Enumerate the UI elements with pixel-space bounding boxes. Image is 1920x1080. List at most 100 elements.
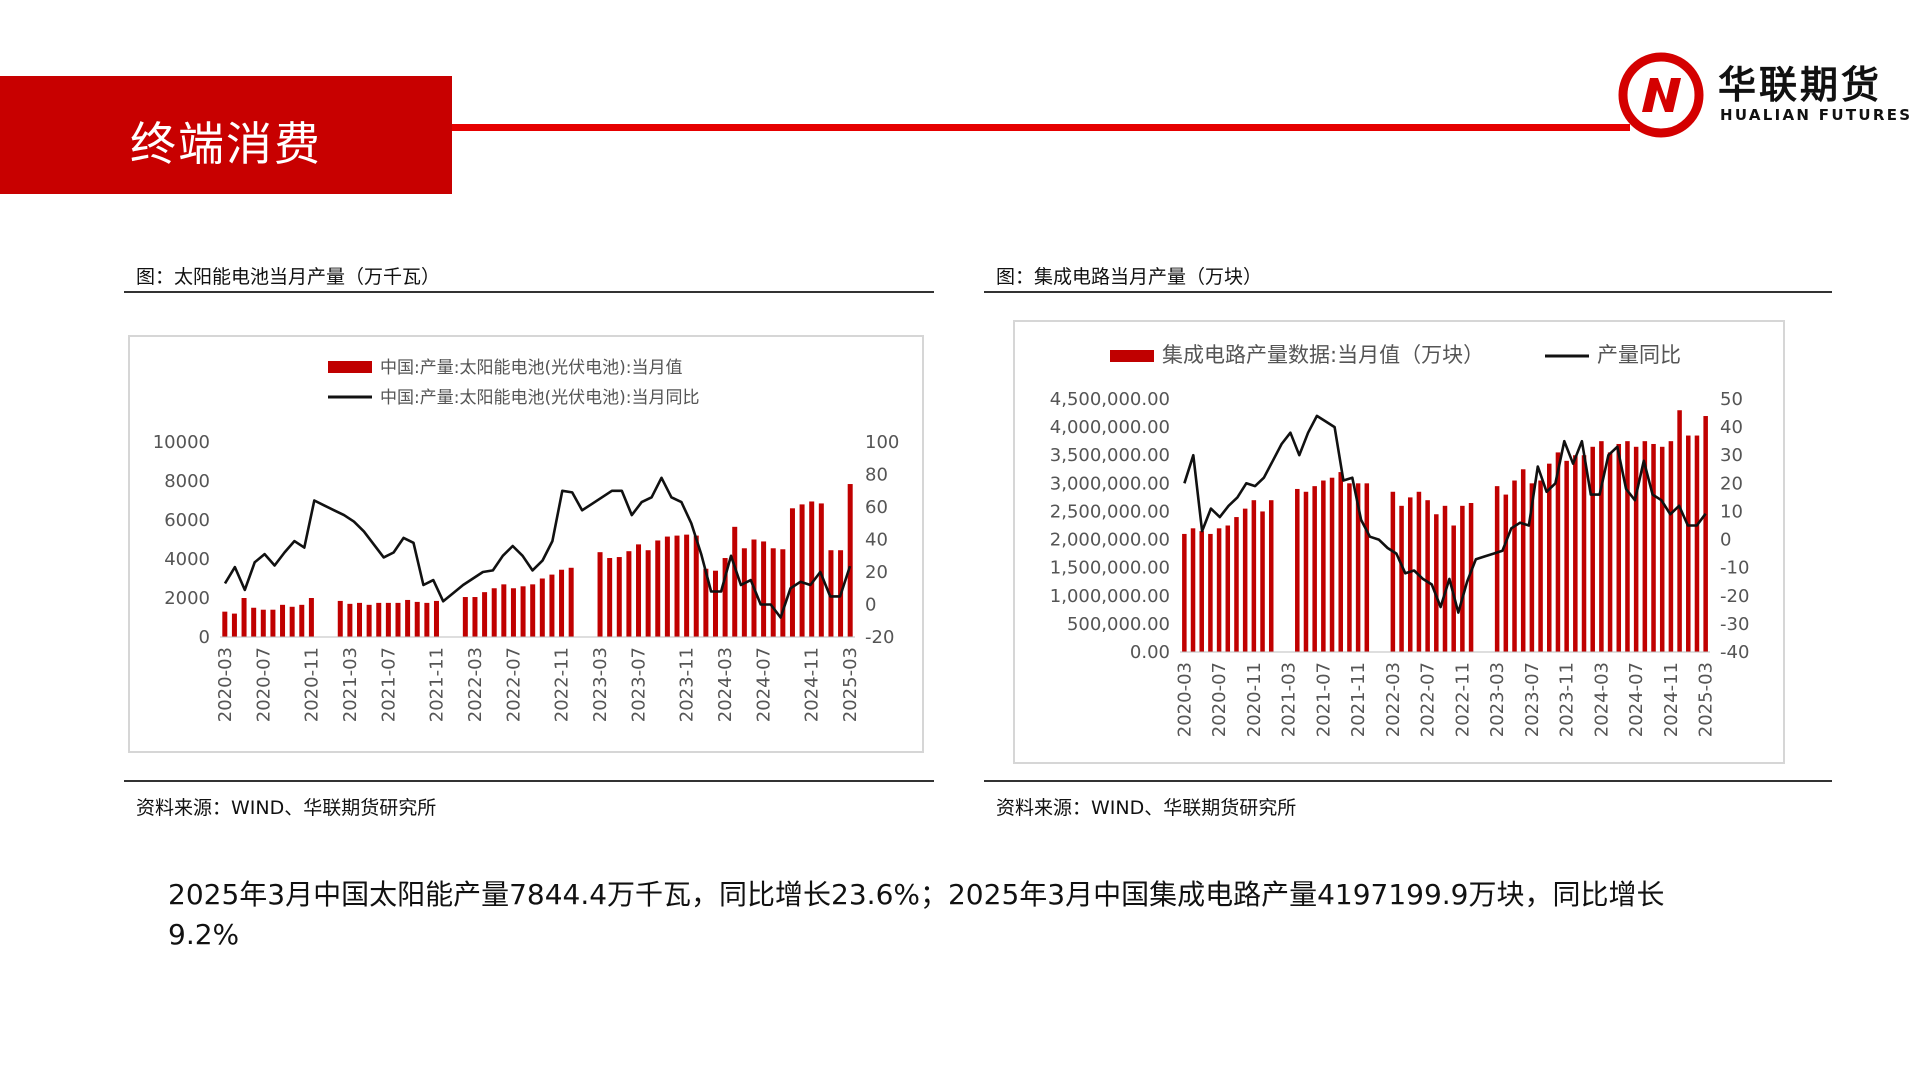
- hualian-logo-icon: [1618, 52, 1704, 138]
- y-right-tick-label: -20: [1720, 586, 1749, 607]
- logo-english-name: HUALIAN FUTURES: [1720, 106, 1913, 124]
- y-left-tick-label: 4,500,000.00: [1050, 389, 1170, 410]
- bar-mark: [1538, 480, 1543, 652]
- bar-mark: [289, 606, 295, 637]
- bar-mark: [1407, 497, 1413, 652]
- bar-mark: [299, 604, 305, 637]
- y-left-tick-label: 1,500,000.00: [1050, 558, 1170, 579]
- x-tick-label: 2024-11: [1661, 662, 1682, 737]
- y-right-tick-label: 0: [1720, 530, 1731, 551]
- legend-line-label: 中国:产量:太阳能电池(光伏电池):当月同比: [380, 388, 699, 408]
- y-left-tick-label: 4000: [164, 549, 210, 570]
- bar-mark: [462, 597, 468, 637]
- bar-mark: [1555, 452, 1561, 652]
- y-right-tick-label: -20: [865, 627, 894, 648]
- left-chart-title: 图：太阳能电池当月产量（万千瓦）: [136, 266, 441, 288]
- bar-mark: [1547, 463, 1552, 652]
- title-divider: [452, 124, 1630, 131]
- bar-mark: [1607, 452, 1613, 652]
- x-tick-label: 2023-03: [590, 647, 611, 722]
- bar-mark: [1686, 435, 1691, 652]
- bar-mark: [491, 588, 497, 637]
- y-right-tick-label: -10: [1720, 558, 1749, 579]
- bar-mark: [664, 536, 670, 637]
- y-left-tick-label: 10000: [153, 432, 210, 453]
- bar-mark: [559, 569, 565, 637]
- x-tick-label: 2022-07: [1418, 662, 1439, 737]
- y-left-tick-label: 3,500,000.00: [1050, 445, 1170, 466]
- bar-mark: [1590, 446, 1595, 652]
- bar-mark: [241, 598, 247, 637]
- bar-mark: [607, 558, 613, 637]
- bar-mark: [424, 602, 430, 637]
- bar-mark: [1225, 525, 1231, 652]
- bar-mark: [616, 557, 622, 637]
- x-tick-label: 2023-11: [1557, 662, 1578, 737]
- logo-chinese-name: 华联期货: [1718, 63, 1883, 107]
- bar-mark: [645, 550, 651, 637]
- bar-mark: [626, 551, 632, 637]
- bar-mark: [1651, 443, 1656, 652]
- x-tick-label: 2024-03: [715, 647, 736, 722]
- bar-mark: [1451, 525, 1456, 652]
- x-tick-label: 2024-07: [1626, 662, 1647, 737]
- yoy-line: [223, 476, 852, 619]
- bar-mark: [1512, 480, 1517, 652]
- legend-bar-swatch: [1110, 350, 1154, 362]
- x-tick-label: 2022-03: [1383, 662, 1404, 737]
- bar-mark: [1616, 443, 1622, 652]
- bar-mark: [1295, 488, 1300, 652]
- left-chart-frame: 中国:产量:太阳能电池(光伏电池):当月值 中国:产量:太阳能电池(光伏电池):当…: [128, 335, 924, 753]
- right-title-rule: [984, 291, 1832, 293]
- bar-mark: [1364, 483, 1370, 652]
- right-source-rule: [984, 780, 1832, 782]
- y-right-tick-label: 40: [1720, 417, 1743, 438]
- left-title-rule: [124, 291, 934, 293]
- bar-mark: [1416, 491, 1422, 652]
- y-right-tick-label: -40: [1720, 642, 1749, 663]
- bar-mark: [1234, 517, 1239, 652]
- bar-mark: [1321, 480, 1326, 652]
- bar-mark: [280, 604, 286, 637]
- x-tick-label: 2020-07: [1209, 662, 1230, 737]
- bar-mark: [395, 602, 401, 637]
- x-tick-label: 2021-07: [1313, 662, 1334, 737]
- bar-mark: [828, 550, 834, 637]
- y-right-tick-label: -30: [1720, 614, 1749, 635]
- x-tick-label: 2021-11: [1348, 662, 1369, 737]
- bar-mark: [1529, 483, 1535, 652]
- y-right-tick-label: 100: [865, 432, 899, 453]
- bar-mark: [1303, 491, 1309, 652]
- bar-mark: [1494, 486, 1500, 652]
- bar-mark: [1573, 455, 1578, 652]
- y-right-tick-label: 20: [865, 562, 888, 583]
- yoy-line: [1183, 414, 1707, 614]
- x-tick-label: 2025-03: [1696, 662, 1717, 737]
- bar-mark: [1460, 505, 1465, 652]
- bar-mark: [433, 600, 439, 637]
- bar-mark: [655, 540, 661, 637]
- solar-chart: 中国:产量:太阳能电池(光伏电池):当月值中国:产量:太阳能电池(光伏电池):当…: [153, 358, 900, 722]
- bar-mark: [1677, 410, 1682, 652]
- bar-mark: [270, 609, 276, 637]
- bar-mark: [1468, 503, 1474, 652]
- bar-mark: [847, 484, 853, 637]
- bar-mark: [1581, 455, 1587, 652]
- bar-mark: [1425, 500, 1430, 652]
- bar-mark: [549, 574, 555, 637]
- bar-mark: [501, 584, 507, 637]
- bar-mark: [357, 602, 363, 637]
- bar-mark: [1520, 469, 1526, 652]
- y-left-tick-label: 2,500,000.00: [1050, 501, 1170, 522]
- bar-mark: [231, 613, 237, 637]
- bar-mark: [347, 603, 353, 637]
- x-tick-label: 2020-11: [301, 647, 322, 722]
- x-tick-label: 2025-03: [840, 647, 861, 722]
- x-tick-label: 2024-11: [802, 647, 823, 722]
- x-tick-label: 2020-03: [1174, 662, 1195, 737]
- bar-mark: [712, 570, 718, 637]
- y-right-tick-label: 80: [865, 465, 888, 486]
- legend-bar-label: 中国:产量:太阳能电池(光伏电池):当月值: [380, 358, 682, 378]
- y-right-tick-label: 10: [1720, 501, 1743, 522]
- bar-mark: [1338, 472, 1343, 652]
